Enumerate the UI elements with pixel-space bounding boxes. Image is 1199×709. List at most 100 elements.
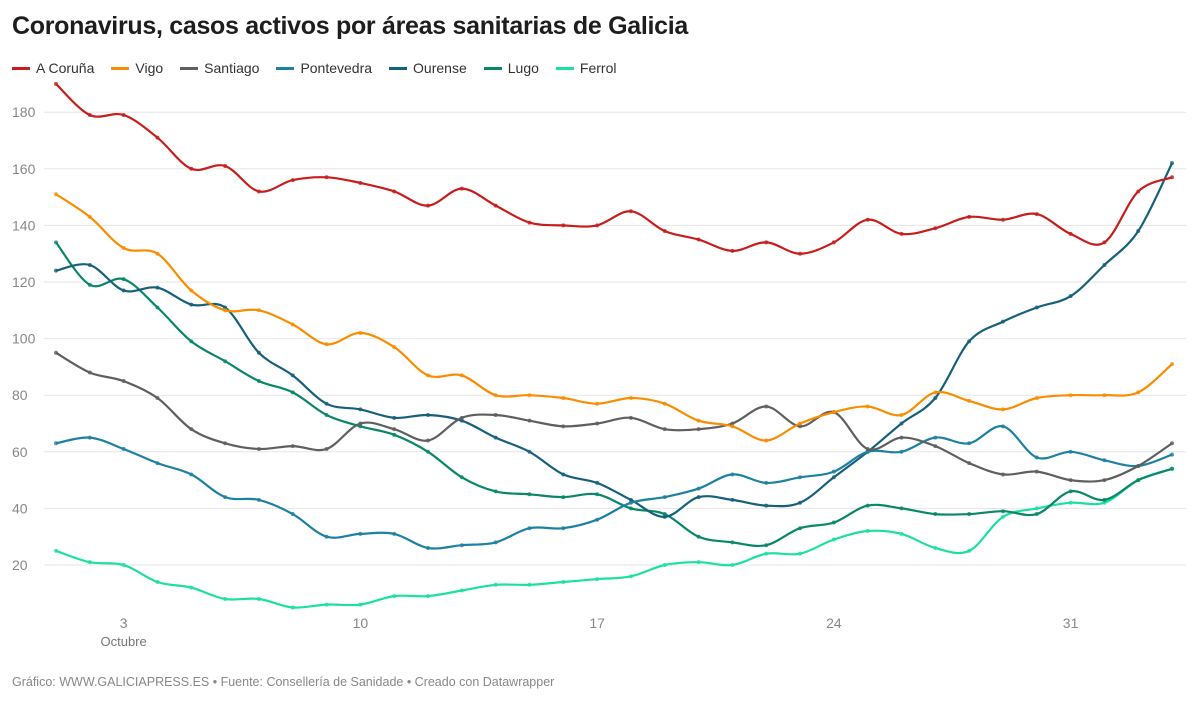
data-point (865, 446, 870, 451)
data-point (87, 263, 92, 268)
data-point (459, 543, 464, 548)
data-point (493, 393, 498, 398)
legend-item: Santiago (180, 60, 259, 76)
data-point (967, 441, 972, 446)
data-point (324, 413, 329, 418)
legend-label: Lugo (507, 60, 539, 76)
data-point (493, 435, 498, 440)
data-point (459, 415, 464, 420)
data-point (764, 480, 769, 485)
data-point (561, 526, 566, 531)
data-point (1000, 472, 1005, 477)
data-point (967, 548, 972, 553)
data-point (1102, 478, 1107, 483)
data-point (1102, 240, 1107, 245)
data-point (967, 339, 972, 344)
data-point (1068, 449, 1073, 454)
legend-item: Vigo (111, 60, 163, 76)
data-point (595, 421, 600, 426)
data-point (87, 435, 92, 440)
data-point (798, 551, 803, 556)
data-point (527, 582, 532, 587)
data-point (1170, 441, 1175, 446)
data-point (730, 424, 735, 429)
data-point (628, 506, 633, 511)
data-point (1170, 362, 1175, 367)
data-point (696, 418, 701, 423)
x-tick-label: 24 (826, 615, 842, 631)
data-point (628, 500, 633, 505)
data-point (561, 396, 566, 401)
data-point (730, 472, 735, 477)
data-point (290, 444, 295, 449)
data-point (1068, 393, 1073, 398)
data-point (121, 446, 126, 451)
data-point (798, 475, 803, 480)
data-point (764, 438, 769, 443)
series-line-lugo (55, 241, 1173, 548)
x-tick-sublabel: Octubre (101, 634, 147, 649)
data-point (1000, 424, 1005, 429)
data-point (1136, 390, 1141, 395)
data-point (798, 421, 803, 426)
data-point (121, 277, 126, 282)
data-point (223, 495, 228, 500)
data-point (527, 220, 532, 225)
data-point (730, 563, 735, 567)
data-point (865, 217, 870, 222)
data-point (87, 370, 92, 375)
data-point (933, 512, 938, 517)
x-tick-label: 31 (1063, 615, 1079, 631)
legend-label: Ferrol (579, 60, 617, 76)
data-point (730, 248, 735, 253)
data-point (87, 113, 92, 118)
y-tick-label: 40 (12, 500, 28, 516)
data-point (1034, 396, 1039, 401)
data-point (493, 540, 498, 545)
data-point (324, 401, 329, 406)
data-point (121, 246, 126, 251)
data-point (933, 226, 938, 231)
series-line-a-coruña (55, 83, 1173, 255)
data-point (1068, 500, 1073, 505)
data-point (662, 512, 667, 517)
data-point (865, 404, 870, 409)
data-point (696, 237, 701, 242)
data-point (933, 546, 938, 551)
data-point (426, 546, 431, 551)
data-point (595, 577, 600, 582)
data-point (1170, 161, 1175, 166)
data-point (764, 503, 769, 508)
data-point (256, 379, 261, 384)
data-point (561, 472, 566, 477)
data-point (967, 512, 972, 517)
data-point (1136, 463, 1141, 468)
data-point (899, 531, 904, 536)
data-point (155, 579, 160, 584)
data-point (899, 421, 904, 426)
data-point (189, 288, 194, 293)
legend-item: A Coruña (12, 60, 94, 76)
data-point (54, 548, 58, 553)
data-point (561, 424, 566, 429)
data-point (358, 424, 363, 429)
data-point (865, 529, 870, 534)
legend-swatch (180, 66, 199, 70)
data-point (899, 449, 904, 454)
data-point (223, 596, 228, 601)
data-point (662, 495, 667, 500)
data-point (155, 285, 160, 290)
data-point (527, 492, 532, 497)
data-point (696, 534, 701, 539)
data-point (189, 427, 194, 432)
data-point (223, 359, 228, 364)
data-point (290, 178, 295, 183)
data-point (967, 461, 972, 466)
data-point (696, 560, 701, 565)
legend-item: Pontevedra (276, 60, 372, 76)
data-point (189, 302, 194, 307)
data-point (662, 427, 667, 432)
legend-swatch (555, 66, 574, 70)
data-point (189, 339, 194, 344)
data-point (121, 113, 126, 118)
